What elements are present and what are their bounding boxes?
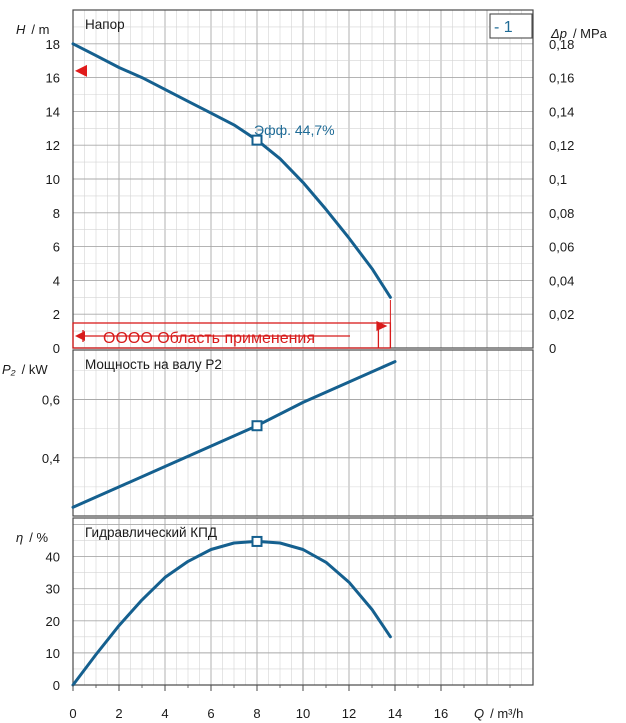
y-tick-label: 0,4 — [42, 451, 60, 466]
y-tick-label: 0,6 — [42, 393, 60, 408]
y-tick-label: 20 — [46, 614, 60, 629]
y-axis-label: P₂ / kW — [2, 362, 48, 377]
y2-tick-label: 0,18 — [549, 37, 574, 52]
y-tick-label: 14 — [46, 104, 60, 119]
y2-axis-label: Δp / MPa — [550, 26, 608, 41]
x-tick-label: 16 — [434, 706, 448, 721]
application-range-label: OOOO Область применения — [103, 330, 315, 347]
application-range-right-arrow — [376, 321, 388, 331]
y-tick-label: 40 — [46, 550, 60, 565]
panel-title: Мощность на валу P2 — [85, 357, 222, 372]
series-line — [71, 360, 397, 509]
head-panel: Напор H / m 0 2 4 6 8 10 12 14 16 18 0 0,02 0,04 0,06 0,0… — [16, 13, 608, 356]
x-tick-label: 0 — [69, 706, 76, 721]
selection-label: - 1 — [494, 19, 513, 36]
x-tick-label: 4 — [161, 706, 168, 721]
y2-tick-label: 0,04 — [549, 273, 574, 288]
panel-title: Гидравлический КПД — [85, 525, 217, 540]
y-tick-label: 8 — [53, 206, 60, 221]
y-tick-label: 16 — [46, 71, 60, 86]
y-axis-unit: / % — [29, 530, 48, 545]
x-tick-label: 6 — [207, 706, 214, 721]
panel-frame — [72, 349, 534, 517]
y-tick-label: 18 — [46, 37, 60, 52]
y-tick-label: 10 — [46, 172, 60, 187]
y2-tick-label: 0,06 — [549, 240, 574, 255]
y-axis-unit: / kW — [22, 362, 49, 377]
x-tick-label: 14 — [388, 706, 402, 721]
y2-tick-label: 0 — [549, 341, 556, 356]
y-axis-label: η / % — [16, 530, 48, 545]
y-tick-label: 0 — [53, 678, 60, 693]
x-axis-label: Q / m³/h — [474, 706, 523, 721]
y2-axis-symbol: Δp — [550, 26, 567, 41]
y-tick-label: 10 — [46, 646, 60, 661]
y2-axis-unit: / MPa — [573, 26, 608, 41]
selection-badge — [489, 13, 533, 39]
series-line — [71, 42, 392, 299]
x-axis-unit: / m³/h — [490, 706, 523, 721]
y-tick-label: 6 — [53, 240, 60, 255]
y-axis-label: H / m — [16, 22, 49, 37]
y-tick-label: 0 — [53, 341, 60, 356]
operating-point-marker — [251, 420, 263, 432]
y-axis-symbol: P₂ — [2, 362, 16, 377]
y-tick-label: 2 — [53, 307, 60, 322]
x-axis: 0 2 4 6 8 10 12 14 16 Q / m³/h — [69, 685, 523, 721]
y2-tick-label: 0,12 — [549, 138, 574, 153]
x-tick-label: 10 — [296, 706, 310, 721]
y-tick-label: 30 — [46, 582, 60, 597]
y-axis-symbol: H — [16, 22, 26, 37]
y-axis-unit: / m — [31, 22, 49, 37]
operating-point-marker — [251, 535, 263, 547]
y2-tick-label: 0,1 — [549, 172, 567, 187]
y-tick-label: 12 — [46, 138, 60, 153]
y-axis-symbol: η — [16, 530, 23, 545]
x-tick-label: 12 — [342, 706, 356, 721]
x-tick-label: 8 — [253, 706, 260, 721]
y2-tick-label: 0,08 — [549, 206, 574, 221]
operating-point-marker — [251, 134, 263, 146]
efficiency-panel: Гидравлический КПД η / % 0 10 20 30 40 — [16, 525, 392, 693]
x-tick-label: 2 — [115, 706, 122, 721]
y2-tick-label: 0,14 — [549, 104, 574, 119]
y-tick-label: 4 — [53, 273, 60, 288]
grid-layer — [73, 10, 533, 685]
y2-tick-label: 0,16 — [549, 71, 574, 86]
y2-tick-label: 0,02 — [549, 307, 574, 322]
power-panel: Мощность на валу P2 P₂ / kW 0,4 0,6 — [2, 357, 397, 509]
efficiency-label: Эфф. 44,7% — [254, 122, 335, 138]
panel-title: Напор — [85, 17, 125, 32]
x-axis-symbol: Q — [474, 706, 484, 721]
series-line — [71, 539, 392, 687]
head-marker-triangle — [75, 64, 87, 77]
